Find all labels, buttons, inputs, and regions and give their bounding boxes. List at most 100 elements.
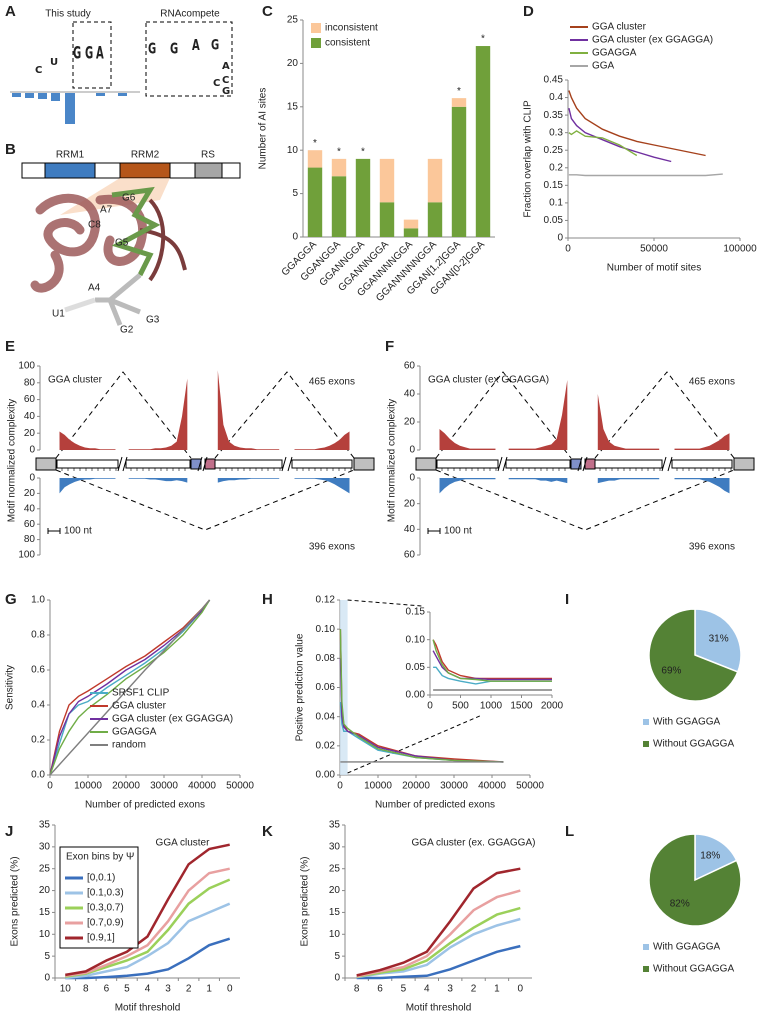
- domain: [44, 162, 96, 179]
- y-tick-label: 60: [404, 550, 416, 561]
- series-line: [568, 173, 723, 177]
- chart-title: GGA cluster: [156, 838, 211, 849]
- y-tick-label: 0.10: [316, 624, 336, 635]
- intron: [671, 459, 733, 469]
- series-line: [356, 867, 521, 977]
- logo-bar: [65, 93, 75, 124]
- y-tick-label: 0: [557, 233, 563, 244]
- y-tick-label: 0.4: [31, 700, 45, 711]
- x-tick-label: 8: [354, 984, 360, 995]
- y-tick-label: 0: [292, 232, 298, 243]
- pie-slice: [694, 833, 738, 882]
- y-tick-label: 40: [24, 411, 36, 422]
- value-label: 31%: [709, 634, 729, 645]
- x-tick-label: 10000: [74, 781, 102, 792]
- intron: [594, 459, 663, 469]
- bar: [403, 228, 419, 237]
- series-line: [65, 843, 230, 977]
- residue-label: A4: [88, 283, 101, 294]
- legend-swatch: [643, 944, 649, 950]
- axis-break: [661, 456, 673, 472]
- y-tick-label: 0: [44, 973, 50, 984]
- y-tick-label: 0.06: [316, 682, 336, 693]
- y-tick-label: 20: [329, 885, 341, 896]
- x-tick-label: 1: [494, 984, 500, 995]
- y-tick-label: 15: [39, 907, 51, 918]
- legend-label: consistent: [325, 38, 370, 49]
- zoom-region: [340, 600, 348, 775]
- x-tick-label: 3: [447, 984, 453, 995]
- logo-bar: [25, 93, 34, 98]
- x-tick-label: 50000: [516, 781, 544, 792]
- value-label: 82%: [670, 899, 690, 910]
- series-line: [65, 937, 231, 980]
- scale-bar: [47, 528, 61, 534]
- y-tick-label: 0.35: [544, 110, 564, 121]
- rna-stick: [111, 186, 161, 277]
- y-axis-label: Motif normalized complexity: [7, 399, 18, 522]
- logo-letter: G: [211, 36, 219, 53]
- y-tick-label: 30: [329, 841, 341, 852]
- y-tick-label: 20: [404, 417, 416, 428]
- y-tick-label: 10: [329, 929, 341, 940]
- x-tick-label: 1000: [480, 701, 503, 712]
- chart-title: GGA cluster: [48, 375, 103, 386]
- area: [439, 478, 730, 494]
- series-line: [356, 906, 521, 978]
- bar: [427, 158, 443, 203]
- y-tick-label: 0.0: [31, 770, 45, 781]
- residue-label: U1: [52, 309, 65, 320]
- y-tick-label: 0.00: [316, 770, 336, 781]
- protein-ribbon: [30, 193, 148, 293]
- y-tick-label: 20: [404, 498, 416, 509]
- axis-break: [281, 456, 293, 472]
- x-axis-label: Motif threshold: [115, 1003, 181, 1014]
- protein-ribbon: [139, 198, 187, 282]
- legend-swatch: [643, 741, 649, 747]
- rna-stick: [64, 297, 96, 313]
- structure-panel: RRM1 RRM2 RS G6 A7 C8 G5 A4 U1 G2 G3: [21, 150, 241, 336]
- axis-break: [117, 456, 128, 472]
- intron: [291, 459, 353, 469]
- y-tick-label: 0.02: [316, 740, 336, 751]
- exon: [190, 458, 202, 470]
- x-tick-label: 10: [60, 984, 72, 995]
- x-tick-label: 2000: [541, 701, 564, 712]
- intron: [214, 459, 283, 469]
- y-tick-label: 30: [39, 841, 51, 852]
- x-tick-label: 0: [518, 984, 524, 995]
- logo-title: RNAcompete: [160, 9, 220, 20]
- panel-label: G: [5, 591, 17, 608]
- panel-label: A: [5, 3, 16, 20]
- legend-label: [0.3,0.7): [87, 903, 124, 914]
- legend-swatch: [311, 23, 321, 33]
- y-tick-label: 0.25: [544, 145, 564, 156]
- y-tick-label: 10: [39, 929, 51, 940]
- x-tick-label: 6: [377, 984, 383, 995]
- x-tick-label: 1500: [510, 701, 533, 712]
- bar: [331, 176, 347, 237]
- series-line: [432, 650, 552, 681]
- x-tick-label: 30000: [440, 781, 468, 792]
- y-tick-label: 0: [409, 445, 415, 456]
- area: [59, 370, 350, 450]
- logo-bar: [12, 93, 21, 97]
- logo-bar: [38, 93, 47, 99]
- y-tick-label: 25: [329, 863, 341, 874]
- legend-swatch: [643, 719, 649, 725]
- logo-bar: [96, 93, 105, 96]
- legend-label: With GGAGGA: [653, 717, 721, 728]
- legend-label: [0.9,1]: [87, 933, 115, 944]
- bar: [427, 202, 443, 237]
- series-label: 465 exons: [689, 377, 735, 388]
- bar: [307, 167, 323, 237]
- panel-label: E: [5, 338, 15, 355]
- zoom-connector: [347, 599, 423, 607]
- value-label: 18%: [700, 851, 720, 862]
- x-tick-label: 0: [47, 781, 53, 792]
- series-line: [568, 90, 706, 157]
- panel-label: L: [565, 823, 574, 840]
- dashed-box: [145, 21, 233, 97]
- y-tick-label: 40: [404, 524, 416, 535]
